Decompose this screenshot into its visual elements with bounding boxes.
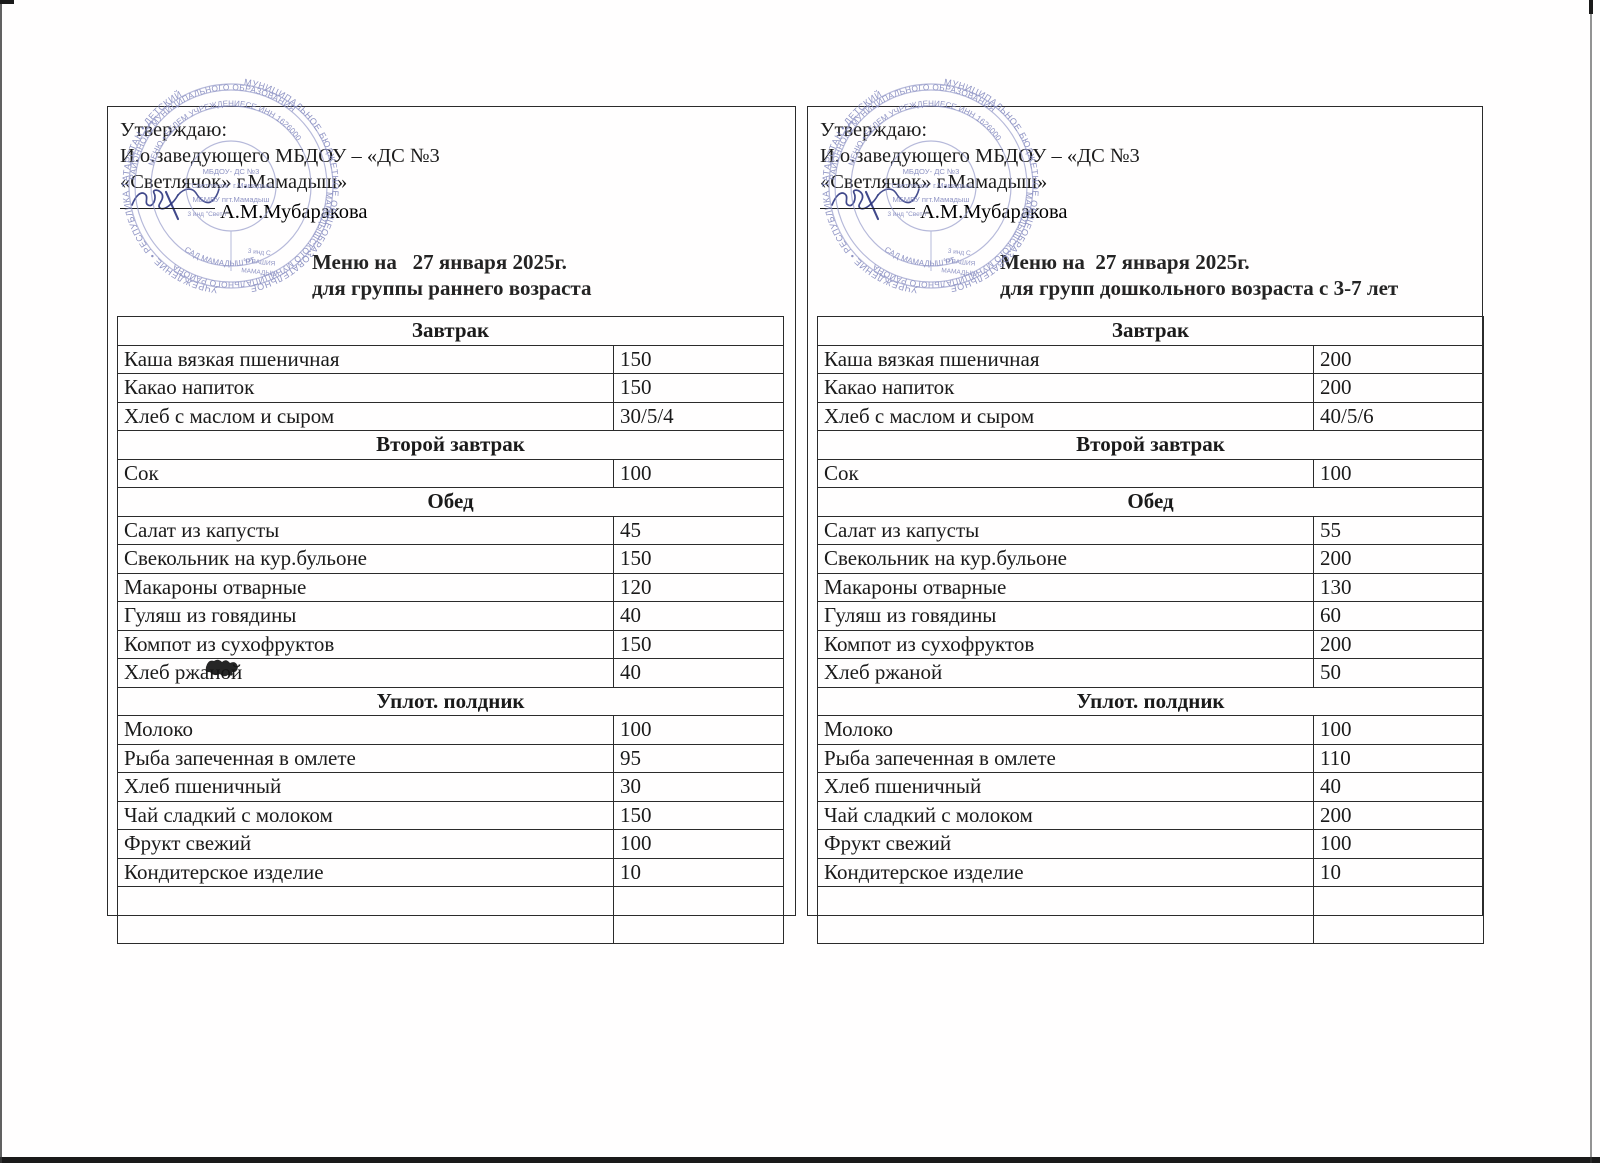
svg-text:МБМБУ пгт.Мамадыш: МБМБУ пгт.Мамадыш [192, 195, 269, 204]
svg-text:3 инд "Светл": 3 инд "Светл" [888, 211, 930, 218]
svg-text:САД МАМАДЫШ РТ: САД МАМАДЫШ РТ [183, 245, 256, 268]
svg-text:МБМБУ пгт.Мамадыш: МБМБУ пгт.Мамадыш [892, 195, 969, 204]
svg-text:3 инд С: 3 инд С [247, 248, 271, 257]
svg-text:МБДОУ- ДС №3: МБДОУ- ДС №3 [203, 167, 260, 176]
svg-text:3 инд "Светл": 3 инд "Светл" [188, 211, 230, 218]
svg-text:3 инд С: 3 инд С [947, 248, 971, 257]
svg-text:"Светлячок" г.Мамадыш: "Светлячок" г.Мамадыш [889, 181, 973, 190]
svg-text:САД МАМАДЫШ РТ: САД МАМАДЫШ РТ [883, 245, 956, 268]
svg-text:МБДОУ- ДС №3: МБДОУ- ДС №3 [903, 167, 960, 176]
svg-text:"Светлячок" г.Мамадыш: "Светлячок" г.Мамадыш [189, 181, 273, 190]
